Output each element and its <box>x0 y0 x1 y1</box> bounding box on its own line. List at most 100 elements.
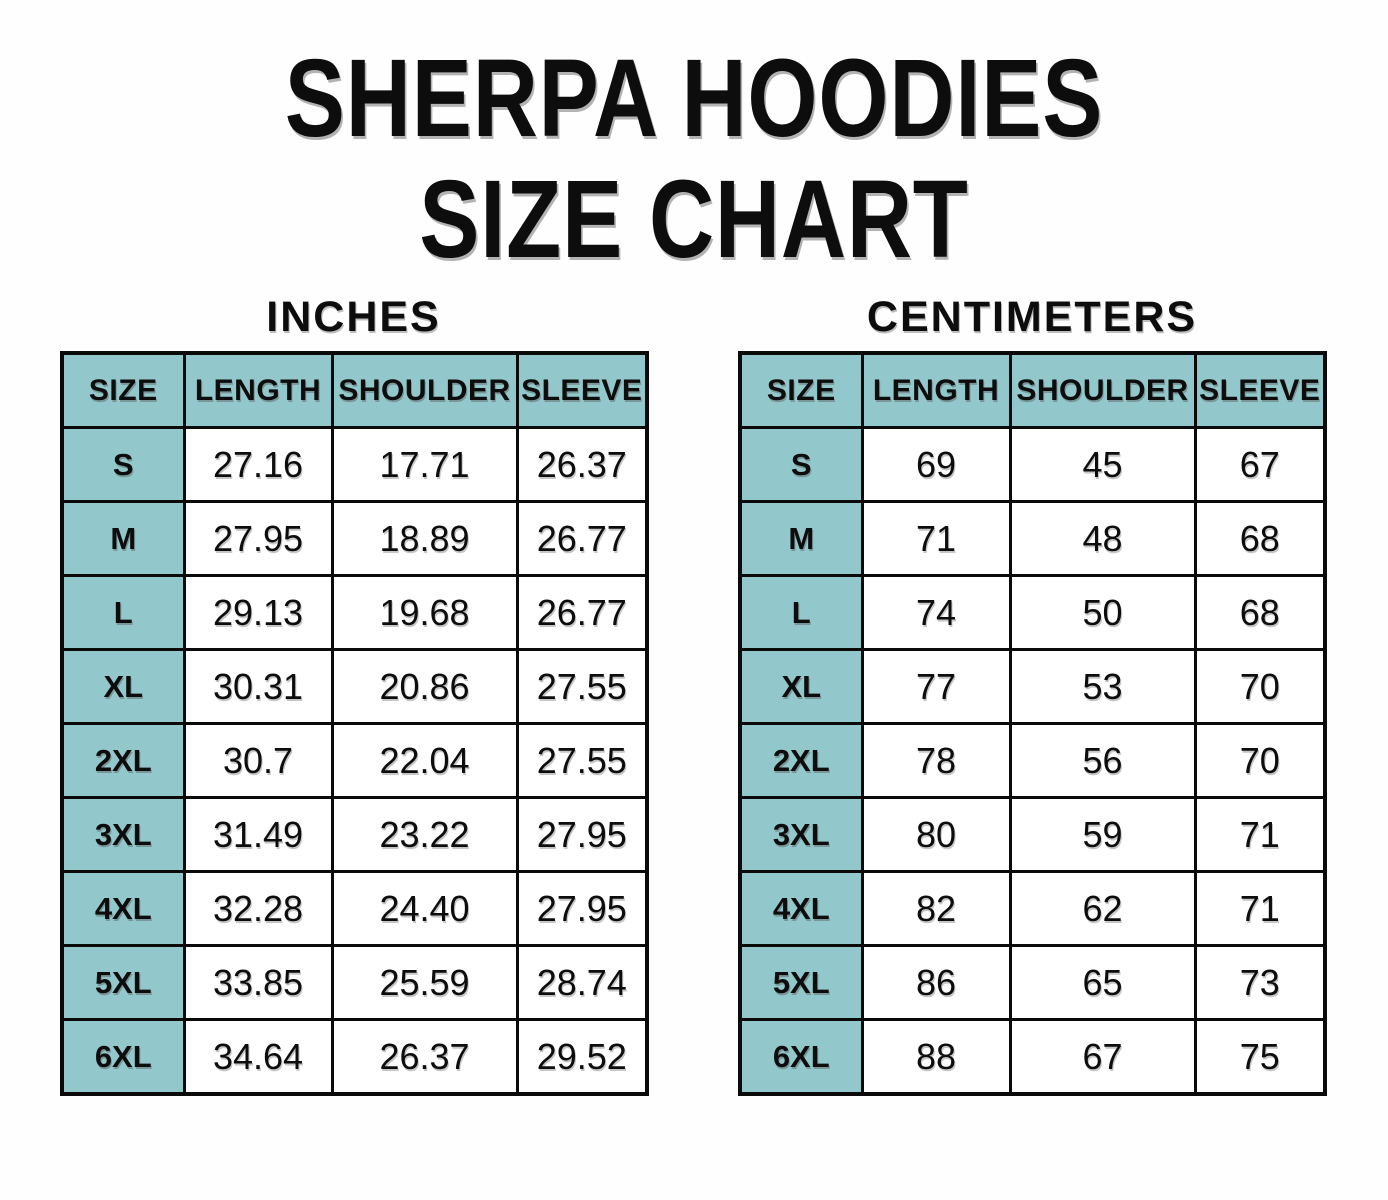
sleeve-value: 68 <box>1193 574 1327 651</box>
size-label: 6XL <box>60 1018 186 1096</box>
table-row: 4XL 82 62 71 <box>738 870 1327 947</box>
header-row: SIZE LENGTH SHOULDER SLEEVE <box>60 351 649 429</box>
length-value: 77 <box>860 648 1012 725</box>
size-label: 3XL <box>738 796 864 873</box>
length-value: 32.28 <box>182 870 334 947</box>
column-header-length: LENGTH <box>182 351 334 429</box>
table-row: XL 77 53 70 <box>738 648 1327 725</box>
sleeve-value: 67 <box>1193 426 1327 503</box>
length-value: 69 <box>860 426 1012 503</box>
size-label: 3XL <box>60 796 186 873</box>
length-value: 27.16 <box>182 426 334 503</box>
column-header-length: LENGTH <box>860 351 1012 429</box>
column-header-sleeve: SLEEVE <box>515 351 649 429</box>
size-label: M <box>60 500 186 577</box>
length-value: 27.95 <box>182 500 334 577</box>
size-label: S <box>60 426 186 503</box>
size-label: 5XL <box>738 944 864 1021</box>
length-value: 82 <box>860 870 1012 947</box>
length-value: 34.64 <box>182 1018 334 1096</box>
table-row: M 27.95 18.89 26.77 <box>60 500 649 577</box>
size-label: 2XL <box>738 722 864 799</box>
shoulder-value: 19.68 <box>330 574 519 651</box>
table-row: S 27.16 17.71 26.37 <box>60 426 649 503</box>
size-label: 2XL <box>60 722 186 799</box>
length-value: 86 <box>860 944 1012 1021</box>
sleeve-value: 70 <box>1193 722 1327 799</box>
size-label: 4XL <box>738 870 864 947</box>
column-header-size: SIZE <box>60 351 186 429</box>
shoulder-value: 65 <box>1008 944 1197 1021</box>
shoulder-value: 56 <box>1008 722 1197 799</box>
inches-table-title: INCHES <box>266 293 441 341</box>
sleeve-value: 26.77 <box>515 574 649 651</box>
table-row: XL 30.31 20.86 27.55 <box>60 648 649 725</box>
centimeters-table: SIZE LENGTH SHOULDER SLEEVE S 69 45 67 M… <box>738 351 1327 1096</box>
sleeve-value: 75 <box>1193 1018 1327 1096</box>
length-value: 31.49 <box>182 796 334 873</box>
size-label: L <box>60 574 186 651</box>
table-row: 6XL 88 67 75 <box>738 1018 1327 1096</box>
size-label: 6XL <box>738 1018 864 1096</box>
page-title-line-2: SIZE CHART <box>419 158 969 281</box>
table-row: 2XL 30.7 22.04 27.55 <box>60 722 649 799</box>
table-row: 3XL 31.49 23.22 27.95 <box>60 796 649 873</box>
sleeve-value: 27.55 <box>515 648 649 725</box>
inches-table: SIZE LENGTH SHOULDER SLEEVE S 27.16 17.7… <box>60 351 649 1096</box>
sleeve-value: 73 <box>1193 944 1327 1021</box>
shoulder-value: 26.37 <box>330 1018 519 1096</box>
length-value: 88 <box>860 1018 1012 1096</box>
table-row: L 74 50 68 <box>738 574 1327 651</box>
shoulder-value: 67 <box>1008 1018 1197 1096</box>
sleeve-value: 28.74 <box>515 944 649 1021</box>
size-label: 4XL <box>60 870 186 947</box>
size-label: L <box>738 574 864 651</box>
sleeve-value: 71 <box>1193 870 1327 947</box>
sleeve-value: 70 <box>1193 648 1327 725</box>
centimeters-table-block: CENTIMETERS SIZE LENGTH SHOULDER SLEEVE … <box>738 292 1327 1096</box>
shoulder-value: 20.86 <box>330 648 519 725</box>
length-value: 33.85 <box>182 944 334 1021</box>
sleeve-value: 29.52 <box>515 1018 649 1096</box>
length-value: 80 <box>860 796 1012 873</box>
table-row: 4XL 32.28 24.40 27.95 <box>60 870 649 947</box>
table-row: 2XL 78 56 70 <box>738 722 1327 799</box>
column-header-size: SIZE <box>738 351 864 429</box>
table-row: 6XL 34.64 26.37 29.52 <box>60 1018 649 1096</box>
sleeve-value: 26.37 <box>515 426 649 503</box>
length-value: 30.7 <box>182 722 334 799</box>
table-row: 5XL 86 65 73 <box>738 944 1327 1021</box>
page-title-line-1: SHERPA HOODIES <box>284 37 1104 160</box>
column-header-shoulder: SHOULDER <box>1008 351 1197 429</box>
size-label: S <box>738 426 864 503</box>
table-row: L 29.13 19.68 26.77 <box>60 574 649 651</box>
page-title: SHERPA HOODIES SIZE CHART <box>0 38 1388 280</box>
length-value: 29.13 <box>182 574 334 651</box>
shoulder-value: 53 <box>1008 648 1197 725</box>
shoulder-value: 59 <box>1008 796 1197 873</box>
size-label: XL <box>738 648 864 725</box>
shoulder-value: 18.89 <box>330 500 519 577</box>
shoulder-value: 22.04 <box>330 722 519 799</box>
shoulder-value: 50 <box>1008 574 1197 651</box>
header-row: SIZE LENGTH SHOULDER SLEEVE <box>738 351 1327 429</box>
inches-table-block: INCHES SIZE LENGTH SHOULDER SLEEVE S 27.… <box>60 292 649 1096</box>
shoulder-value: 48 <box>1008 500 1197 577</box>
shoulder-value: 25.59 <box>330 944 519 1021</box>
shoulder-value: 23.22 <box>330 796 519 873</box>
sleeve-value: 27.95 <box>515 870 649 947</box>
shoulder-value: 17.71 <box>330 426 519 503</box>
length-value: 30.31 <box>182 648 334 725</box>
shoulder-value: 62 <box>1008 870 1197 947</box>
sleeve-value: 27.95 <box>515 796 649 873</box>
sleeve-value: 26.77 <box>515 500 649 577</box>
length-value: 74 <box>860 574 1012 651</box>
sleeve-value: 27.55 <box>515 722 649 799</box>
table-row: 5XL 33.85 25.59 28.74 <box>60 944 649 1021</box>
shoulder-value: 24.40 <box>330 870 519 947</box>
length-value: 78 <box>860 722 1012 799</box>
length-value: 71 <box>860 500 1012 577</box>
table-row: S 69 45 67 <box>738 426 1327 503</box>
shoulder-value: 45 <box>1008 426 1197 503</box>
